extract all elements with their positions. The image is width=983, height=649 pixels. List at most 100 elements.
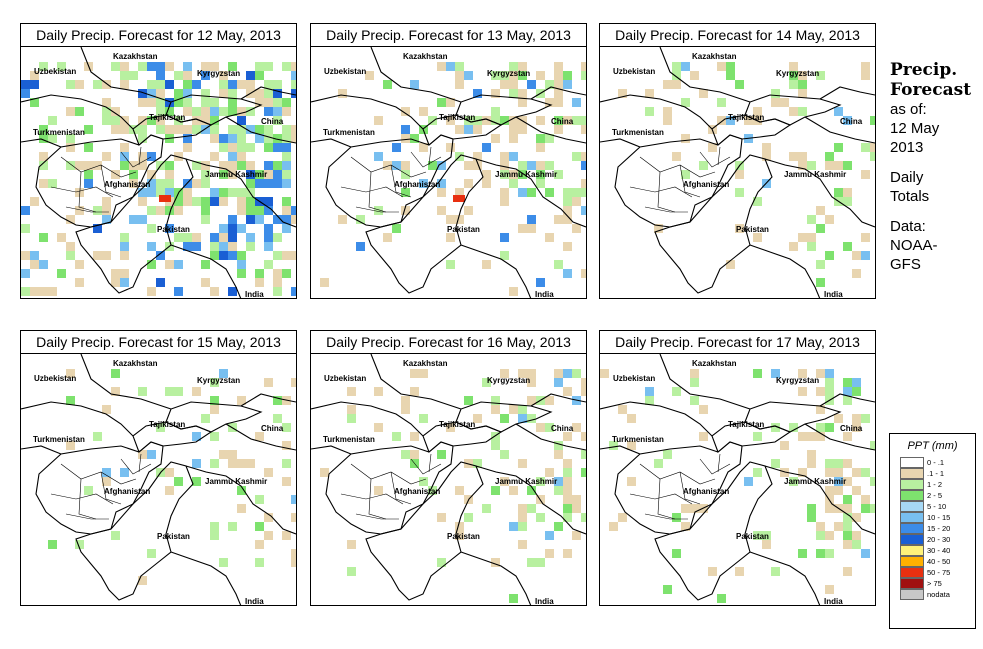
map-svg [21,47,296,298]
country-boundary [530,393,586,407]
precip-cells [600,369,875,603]
province-boundary [368,478,387,520]
map-label-turkmenistan: Turkmenistan [612,128,664,137]
province-boundary [50,493,114,505]
legend-item: > 75 [890,578,975,589]
country-boundary [744,94,842,126]
map-label-kazakhstan: Kazakhstan [403,52,448,61]
province-boundary [390,471,412,505]
forecast-panel-6: Daily Precip. Forecast for 17 May, 2013 … [599,330,876,606]
province-boundary [78,171,97,213]
legend-item: 1 - 2 [890,479,975,490]
legend-item: 5 - 10 [890,501,975,512]
map-label-kazakhstan: Kazakhstan [113,359,158,368]
legend-label: 5 - 10 [927,502,947,511]
map-label-jammu-kashmir: Jammu Kashmir [784,477,847,486]
country-boundary [600,401,713,437]
precip-legend: PPT (mm) 0 - .1 .1 - 1 1 - 2 2 - 5 5 - 10 10 … [889,433,976,629]
province-boundary [428,453,432,473]
legend-swatch [900,556,924,567]
map-label-turkmenistan: Turkmenistan [323,435,375,444]
map: Kazakhstan Uzbekistan Kyrgyzstan Tajikistan… [21,354,296,606]
legend-label: 2 - 5 [927,491,943,500]
country-boundary [35,441,164,535]
map-label-kyrgyzstan: Kyrgyzstan [197,69,241,78]
legend-label: .1 - 1 [927,469,945,478]
forecast-panel-1: Daily Precip. Forecast for 12 May, 2013 … [20,23,297,299]
map-label-pakistan: Pakistan [447,532,480,541]
panel-title: Daily Precip. Forecast for 15 May, 2013 [21,331,296,354]
country-boundary [325,134,454,228]
country-boundary [654,461,773,601]
map-label-afghanistan: Afghanistan [104,487,151,496]
legend-swatch [900,589,924,600]
province-boundary [368,171,387,213]
country-boundary [460,244,532,298]
province-boundary [639,463,716,485]
country-boundary [185,465,296,535]
map-label-turkmenistan: Turkmenistan [323,128,375,137]
country-boundary [744,401,842,433]
province-boundary [644,513,688,520]
precip-cells [21,62,296,296]
province-boundary [428,146,432,166]
heavy-precip-cell [159,195,171,202]
country-boundary [819,393,875,407]
legend-item: 40 - 50 [890,556,975,567]
legend-swatch [900,534,924,545]
country-boundary [515,423,586,451]
province-boundary [120,151,152,168]
province-boundary [50,186,114,198]
country-boundary [764,465,875,535]
legend-swatch [900,490,924,501]
map-label-tajikistan: Tajikistan [439,420,476,429]
legend-swatch [900,501,924,512]
legend-label: 1 - 2 [927,480,943,489]
province-boundary [410,458,442,475]
map-label-china: China [840,424,863,433]
map-label-jammu-kashmir: Jammu Kashmir [784,170,847,179]
legend-item: 50 - 75 [890,567,975,578]
country-boundary [311,445,352,455]
legend-label: 15 - 20 [927,524,951,533]
province-boundary [717,453,721,473]
province-boundary [390,164,412,198]
country-boundary [370,354,462,410]
province-boundary [100,471,122,505]
legend-swatch [900,523,924,534]
country-boundary [460,551,532,605]
map-label-pakistan: Pakistan [157,532,190,541]
map-label-china: China [551,117,574,126]
map-label-india: India [535,290,554,299]
sidebar-date-line2: 2013 [890,139,924,156]
country-boundary [311,138,352,148]
map: Kazakhstan Uzbekistan Kyrgyzstan Tajikistan… [311,354,586,605]
panel-title: Daily Precip. Forecast for 16 May, 2013 [311,331,586,354]
map-label-tajikistan: Tajikistan [728,113,765,122]
panel-title: Daily Precip. Forecast for 13 May, 2013 [311,24,586,47]
country-boundary [365,461,484,601]
province-boundary [657,478,676,520]
precip-cells [48,369,296,585]
forecast-panel-4: Daily Precip. Forecast for 15 May, 2013 … [20,330,297,606]
province-boundary [410,151,442,168]
province-boundary [100,164,122,198]
country-boundary [749,551,821,605]
map-label-india: India [245,290,264,299]
map-label-afghanistan: Afghanistan [683,487,730,496]
map: Kazakhstan Uzbekistan Kyrgyzstan Tajikistan… [600,354,875,605]
map-label-jammu-kashmir: Jammu Kashmir [495,170,558,179]
country-boundary [165,94,263,126]
country-boundary [654,154,773,294]
legend-item: nodata [890,589,975,600]
sidebar-asof: as of: [890,101,927,118]
heavy-precip-cell [453,195,465,202]
country-boundary [455,94,553,126]
panel-title: Daily Precip. Forecast for 17 May, 2013 [600,331,875,354]
map-label-india: India [245,597,264,606]
forecast-panel-3: Daily Precip. Forecast for 14 May, 2013 … [599,23,876,299]
province-boundary [340,186,404,198]
map-label-turkmenistan: Turkmenistan [33,435,85,444]
province-boundary [138,146,142,166]
panel-title: Daily Precip. Forecast for 12 May, 2013 [21,24,296,47]
